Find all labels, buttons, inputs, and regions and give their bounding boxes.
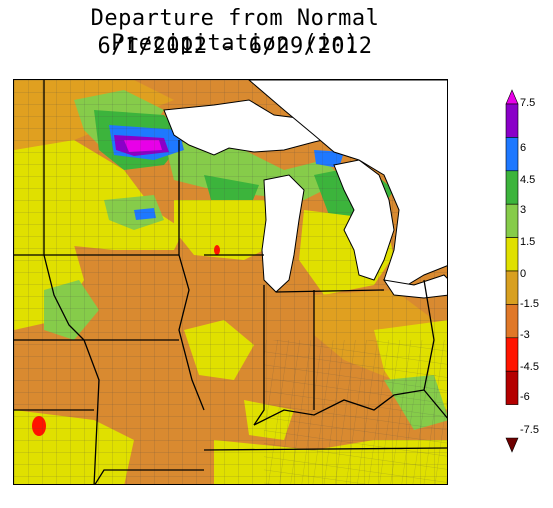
legend-swatch (505, 103, 519, 138)
legend-swatch (505, 304, 519, 339)
lake-huron (333, 159, 395, 281)
map-title: Departure from Normal Precipitation (in) (90, 6, 380, 56)
legend-label: -6 (520, 391, 530, 403)
legend-label: -4.5 (520, 361, 539, 373)
precipitation-map (13, 79, 448, 485)
date-range-subtitle: 6/1/2012 - 6/29/2012 (97, 34, 373, 59)
legend-label: -3 (520, 329, 530, 341)
canada-area (248, 80, 447, 291)
county-lines-east (264, 340, 447, 484)
border-ky-tn (203, 447, 447, 451)
border-ne-ia-mo (43, 254, 100, 484)
border-oh-pa-wv (423, 279, 447, 419)
border-il-in (253, 285, 265, 426)
border-ohio-river (253, 389, 425, 426)
legend-label: 7.5 (520, 97, 536, 109)
legend-label: 4.5 (520, 174, 536, 186)
legend-swatch (505, 137, 519, 172)
map-svg (14, 80, 447, 484)
border-mi-in-oh (275, 289, 385, 293)
legend-swatch (505, 337, 519, 372)
lake-superior (163, 99, 346, 156)
border-ia-il (178, 254, 205, 411)
legend-swatch (505, 237, 519, 272)
legend-top-arrow (505, 89, 519, 105)
lake-michigan (261, 174, 305, 293)
legend-label: -7.5 (520, 424, 539, 436)
legend-swatch (505, 270, 519, 305)
legend-label: 1.5 (520, 236, 536, 248)
legend-swatch (505, 203, 519, 238)
legend-label: 0 (520, 268, 527, 280)
legend-swatch (505, 370, 519, 405)
legend-label: 3 (520, 204, 527, 216)
legend-swatch (505, 170, 519, 205)
border-mo-ar (94, 469, 204, 484)
lake-erie (382, 274, 447, 299)
legend-bottom-arrow (505, 437, 519, 453)
legend-label: -1.5 (520, 298, 539, 310)
legend-label: 6 (520, 142, 527, 154)
state-borders (14, 80, 447, 484)
